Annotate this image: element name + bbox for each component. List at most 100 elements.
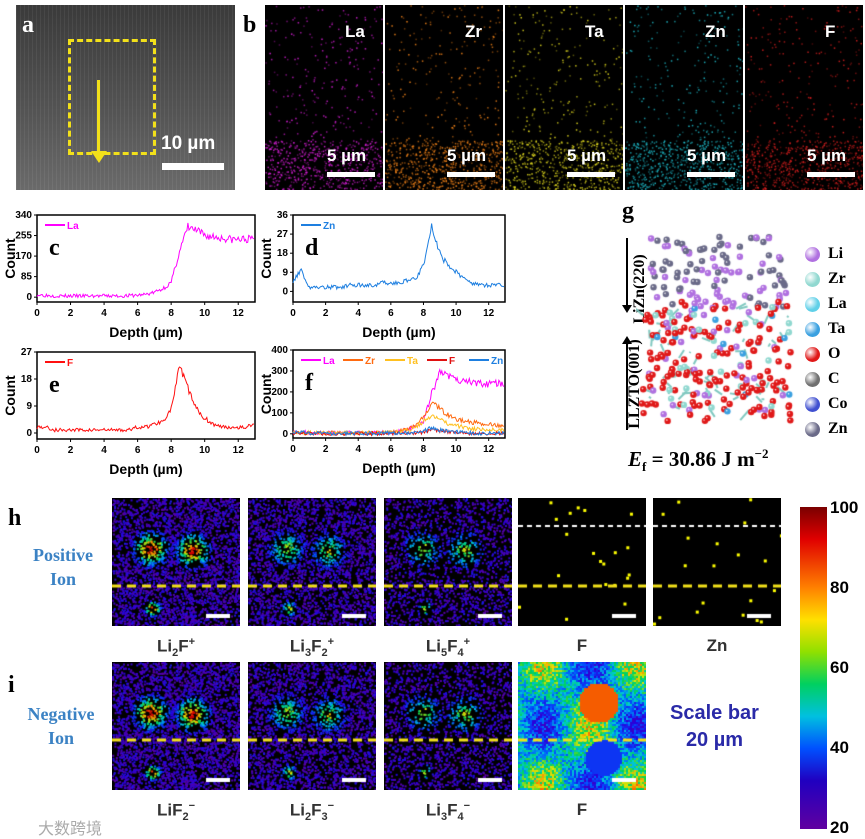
x-tick-label: 6: [135, 445, 141, 456]
x-tick-label: 8: [168, 445, 174, 456]
y-tick-label: 18: [21, 374, 33, 385]
ion-label: Li3F4−: [425, 800, 471, 824]
tof-map-i-1: [248, 662, 376, 790]
legend-item-zr: Zr: [805, 270, 846, 288]
arrow-up-icon: [626, 340, 628, 430]
series-line-f: [36, 366, 255, 433]
scale-bar-label: 5 µm: [687, 146, 727, 165]
series-line-la: [36, 222, 255, 299]
y-tick-label: 170: [15, 251, 32, 262]
x-tick-label: 12: [233, 445, 245, 456]
panel-letter: d: [305, 235, 319, 261]
y-tick-label: 255: [15, 231, 32, 242]
chart-c: 0 2 4 6 8 10 12 0 85 170 255 340 Depth (µm) Count c La: [2, 210, 256, 340]
element-label: Ta: [585, 22, 604, 41]
panel-letter: e: [49, 372, 60, 398]
legend-label: Zr: [365, 356, 375, 367]
negative-ion-label: Negative Ion: [27, 704, 95, 748]
y-tick-label: 0: [282, 286, 288, 297]
y-axis-label: Count: [258, 373, 274, 414]
x-tick-label: 10: [199, 445, 211, 456]
scale-bar: [162, 163, 224, 170]
plot-frame: [36, 351, 256, 440]
x-tick-label: 2: [323, 308, 329, 319]
chart-e: 0 2 4 6 8 10 12 0 9 18 27 Depth (µm) Count eF: [2, 347, 256, 477]
element-label: Zr: [465, 22, 482, 41]
y-tick-label: 300: [271, 366, 288, 377]
chart-f: 0 2 4 6 8 10 12 0 100 200 300 400 Depth (µm) Count f La…: [258, 345, 506, 476]
x-tick-label: 6: [388, 308, 394, 319]
y-tick-label: 0: [282, 429, 288, 440]
ion-label: Zn: [706, 636, 728, 655]
legend-item-li: Li: [805, 245, 843, 263]
colorbar-tick: 20: [830, 818, 849, 837]
selection-box: [68, 39, 156, 155]
x-tick-label: 6: [135, 308, 141, 319]
y-tick-label: 400: [271, 345, 288, 356]
y-axis-label: Count: [2, 238, 18, 279]
y-tick-label: 9: [282, 267, 288, 278]
colorbar-tick: 80: [830, 578, 849, 597]
x-tick-label: 6: [388, 444, 394, 455]
legend-label: Li: [828, 245, 844, 262]
watermark: 大数跨境: [38, 821, 103, 838]
x-tick-label: 0: [34, 445, 40, 456]
tof-map-i-3: [518, 662, 646, 790]
y-tick-label: 0: [26, 292, 32, 303]
x-tick-label: 10: [451, 308, 463, 319]
legend-item-o: O: [805, 345, 840, 363]
element-label: Zn: [705, 22, 726, 41]
legend-item-zn: Zn: [805, 420, 848, 438]
y-axis-label: Count: [2, 375, 18, 416]
legend-label: Zn: [323, 221, 335, 232]
x-tick-label: 12: [233, 308, 245, 319]
panel-letter: b: [243, 12, 257, 38]
y-tick-label: 18: [277, 248, 289, 259]
y-tick-label: 85: [21, 272, 33, 283]
y-tick-label: 200: [271, 387, 288, 398]
atom-icon: [805, 321, 820, 337]
scale-bar-label: 5 µm: [327, 146, 367, 165]
x-axis-label: Depth (µm): [362, 460, 435, 476]
y-tick-label: 27: [21, 347, 33, 358]
ion-label: Li2F3−: [289, 800, 335, 824]
atom-icon: [805, 371, 820, 387]
element-label: F: [825, 22, 836, 41]
tof-map-h-2: [384, 498, 512, 626]
atom-icon: [805, 271, 820, 287]
legend-label: O: [828, 345, 841, 362]
ion-label: F: [576, 636, 588, 655]
x-tick-label: 10: [199, 308, 211, 319]
x-tick-label: 0: [34, 308, 40, 319]
sem-image: 10 µm: [16, 5, 235, 190]
tof-map-i-2: [384, 662, 512, 790]
y-tick-label: 9: [26, 401, 32, 412]
legend-label: Zr: [828, 270, 846, 287]
y-tick-label: 340: [15, 210, 32, 221]
scale-bar-label: 10 µm: [161, 133, 216, 154]
scale-bar: [687, 172, 735, 177]
scale-bar-label: 5 µm: [447, 146, 487, 165]
legend-label: Co: [828, 395, 848, 412]
colorbar-tick: 60: [830, 658, 849, 677]
series-line-zn: [292, 425, 505, 437]
atomic-structure: [636, 232, 796, 427]
x-tick-label: 2: [68, 308, 74, 319]
formation-energy: Ef = 30.86 J m−2: [628, 446, 769, 475]
plot-frame: [292, 349, 506, 439]
legend-item-c: C: [805, 370, 840, 388]
x-tick-label: 12: [483, 308, 495, 319]
arrow-down-icon: [626, 238, 628, 308]
x-tick-label: 4: [355, 444, 361, 455]
atom-icon: [805, 346, 820, 362]
legend-label: Zn: [828, 420, 848, 437]
ion-label: Li3F2+: [289, 636, 335, 660]
legend-label: Zn: [491, 356, 503, 367]
scale-bar-label: 5 µm: [567, 146, 607, 165]
legend-label: Ta: [828, 320, 846, 337]
x-tick-label: 2: [323, 444, 329, 455]
tof-map-h-4: [653, 498, 781, 626]
scale-bar: [327, 172, 375, 177]
eds-map-zr: [385, 5, 503, 190]
